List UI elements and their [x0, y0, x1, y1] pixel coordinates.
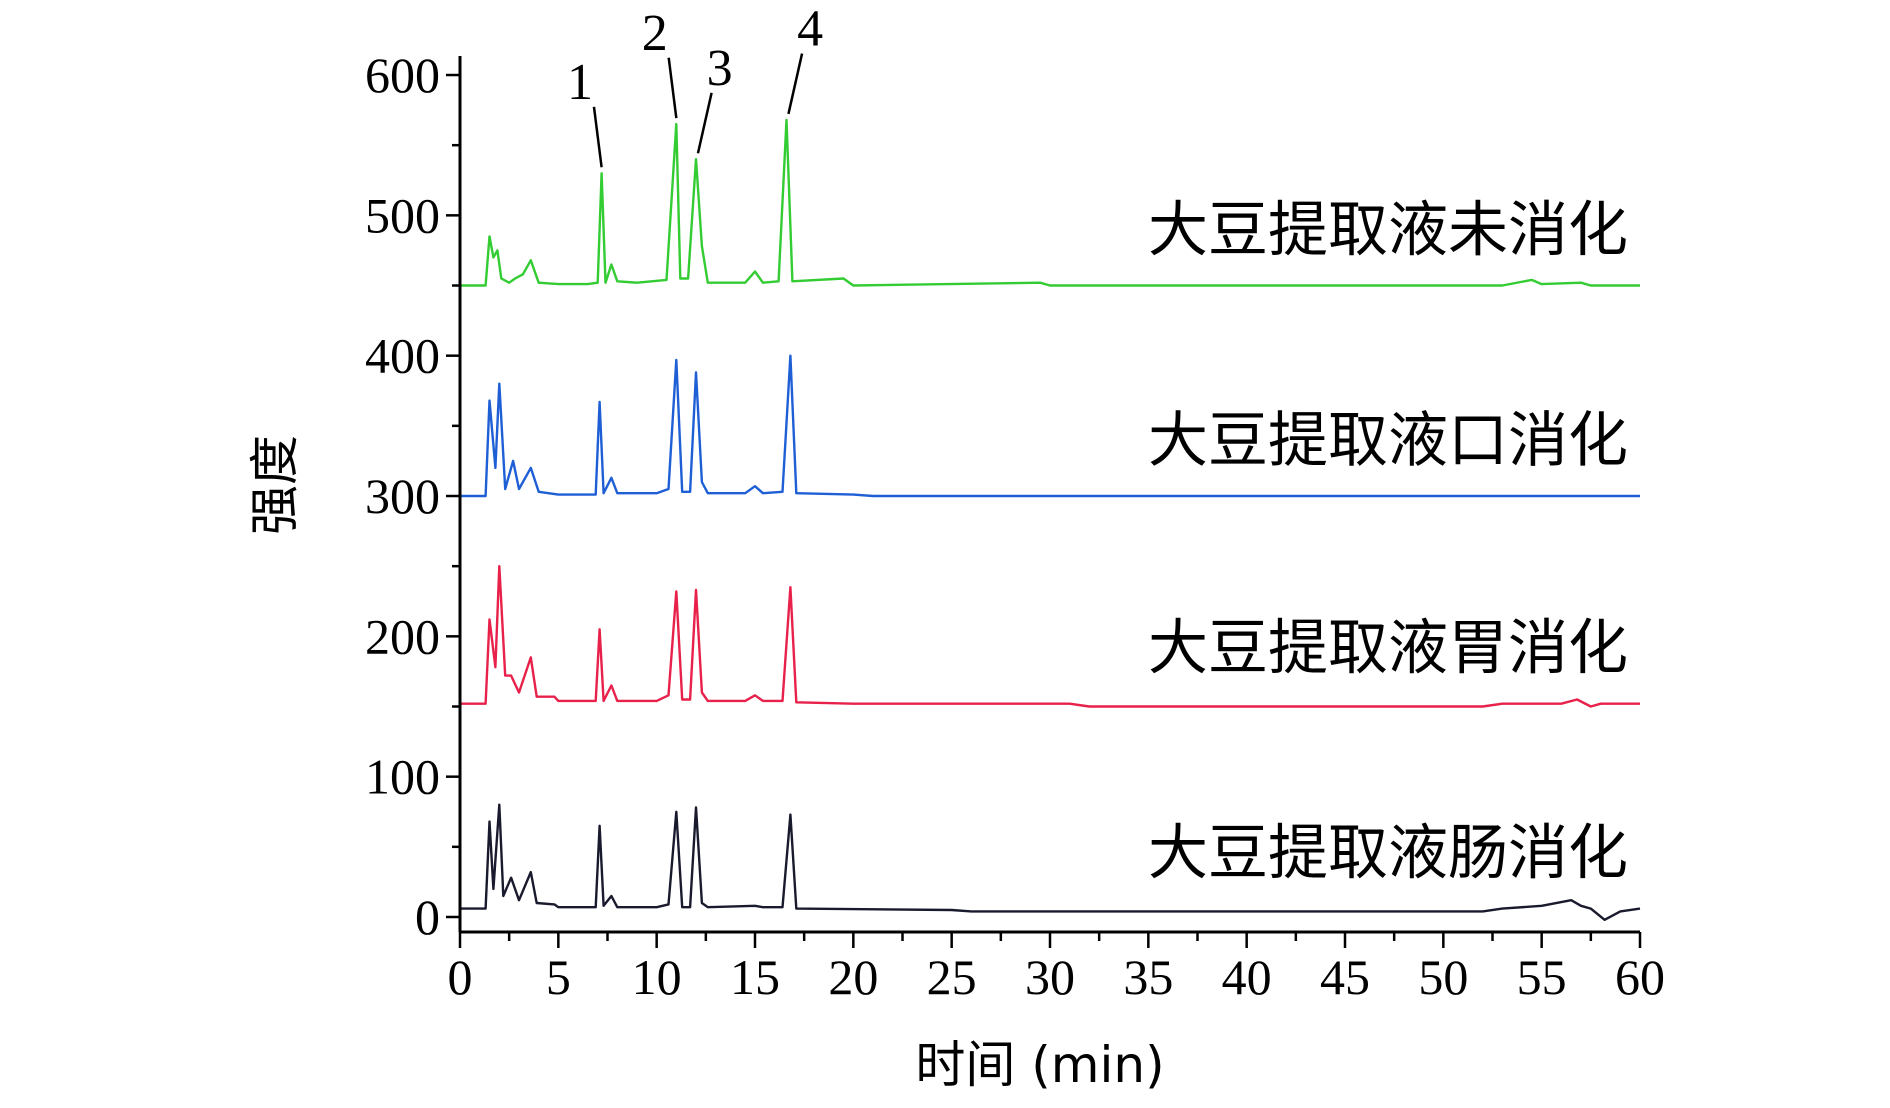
x-tick-label: 45 [1320, 949, 1370, 1005]
y-tick-label: 500 [365, 187, 440, 243]
peak-label-2: 2 [642, 5, 668, 62]
series-line-2 [460, 354, 1640, 498]
series-label-1: 大豆提取液未消化 [1148, 196, 1628, 266]
x-tick-label: 50 [1418, 949, 1468, 1005]
y-tick-label: 100 [365, 749, 440, 805]
x-tick-label: 20 [828, 949, 878, 1005]
peak-leader-3 [696, 92, 713, 154]
x-tick-label: 15 [730, 949, 780, 1005]
peak-label-4: 4 [797, 1, 823, 58]
y-tick-label: 600 [365, 47, 440, 103]
x-axis-title: 时间 (min) [915, 1036, 1164, 1094]
series-label-2: 大豆提取液口消化 [1148, 406, 1628, 476]
x-tick-label: 0 [448, 949, 473, 1005]
x-tick-label: 60 [1615, 949, 1665, 1005]
axes-layer: 0 5 10 15 20 25 30 35 40 45 50 55 600100200300400500… [365, 47, 1665, 1005]
series-line-1 [460, 118, 1640, 287]
x-tick-label: 10 [632, 949, 682, 1005]
series-label-3: 大豆提取液胃消化 [1148, 614, 1628, 684]
x-tick-label: 55 [1517, 949, 1567, 1005]
peak-label-3: 3 [707, 40, 733, 97]
series-label-4: 大豆提取液肠消化 [1148, 819, 1628, 889]
series-layer [460, 118, 1641, 921]
series-line-4 [460, 803, 1641, 921]
x-tick-label: 35 [1123, 949, 1173, 1005]
peak-leader-1 [592, 106, 603, 168]
x-tick-label: 40 [1222, 949, 1272, 1005]
y-tick-label: 200 [365, 608, 440, 664]
y-tick-label: 300 [365, 468, 440, 524]
peak-leader-4 [787, 53, 804, 115]
y-axis-title: 强度 [246, 435, 304, 535]
x-tick-label: 30 [1025, 949, 1075, 1005]
y-tick-label: 400 [365, 328, 440, 384]
peak-leader-2 [667, 57, 678, 119]
x-tick-label: 5 [546, 949, 571, 1005]
series-line-3 [460, 565, 1640, 708]
y-tick-label: 0 [415, 889, 440, 945]
x-tick-label: 25 [927, 949, 977, 1005]
peak-label-1: 1 [567, 54, 593, 111]
